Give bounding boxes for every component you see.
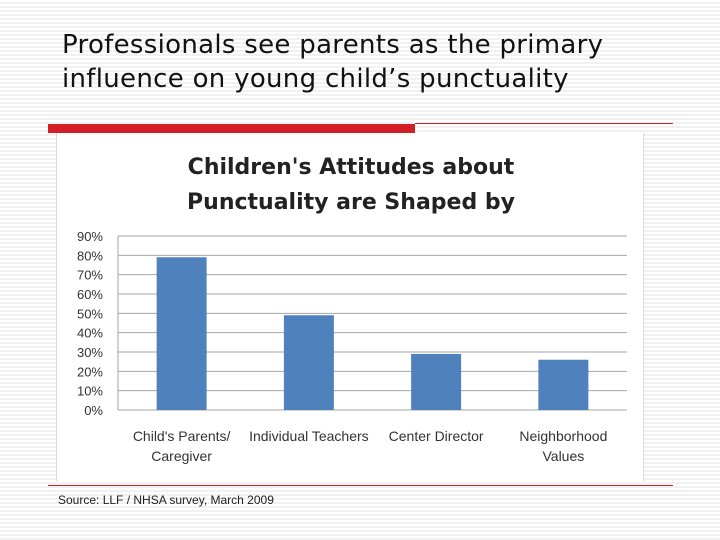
bar xyxy=(538,359,589,410)
y-tick-label: 80% xyxy=(77,248,103,263)
y-tick-label: 20% xyxy=(77,364,103,379)
accent-rule xyxy=(48,124,415,133)
y-tick-label: 40% xyxy=(77,326,103,341)
chart-title-line-1: Children's Attitudes about xyxy=(188,155,515,180)
slide-title-line-2: influence on young child’s punctuality xyxy=(62,64,569,94)
y-tick-label: 10% xyxy=(77,384,103,399)
x-tick-label: Individual Teachers xyxy=(249,428,369,444)
chart-title-line-2: Punctuality are Shaped by xyxy=(187,190,515,215)
x-tick-label: Caregiver xyxy=(151,448,212,464)
y-tick-label: 0% xyxy=(84,403,103,418)
y-tick-label: 60% xyxy=(77,287,103,302)
bar xyxy=(156,257,207,410)
bar-chart: Children's Attitudes about Punctuality ar… xyxy=(77,155,627,464)
bar xyxy=(411,353,462,410)
source-note: Source: LLF / NHSA survey, March 2009 xyxy=(58,493,274,507)
accent-rule-thin xyxy=(415,123,673,124)
bar xyxy=(283,315,334,410)
footer-rule xyxy=(48,485,673,486)
y-tick-label: 50% xyxy=(77,306,103,321)
x-tick-label: Child's Parents/ xyxy=(133,428,231,444)
x-tick-label: Values xyxy=(542,448,584,464)
y-tick-label: 70% xyxy=(77,268,103,283)
y-tick-label: 90% xyxy=(77,229,103,244)
slide-title-line-1: Professionals see parents as the primary xyxy=(62,30,604,60)
slide-title: Professionals see parents as the primary… xyxy=(62,28,682,96)
chart-panel: Children's Attitudes about Punctuality ar… xyxy=(56,133,644,481)
y-tick-label: 30% xyxy=(77,345,103,360)
x-tick-label: Neighborhood xyxy=(519,428,607,444)
x-tick-label: Center Director xyxy=(389,428,484,444)
